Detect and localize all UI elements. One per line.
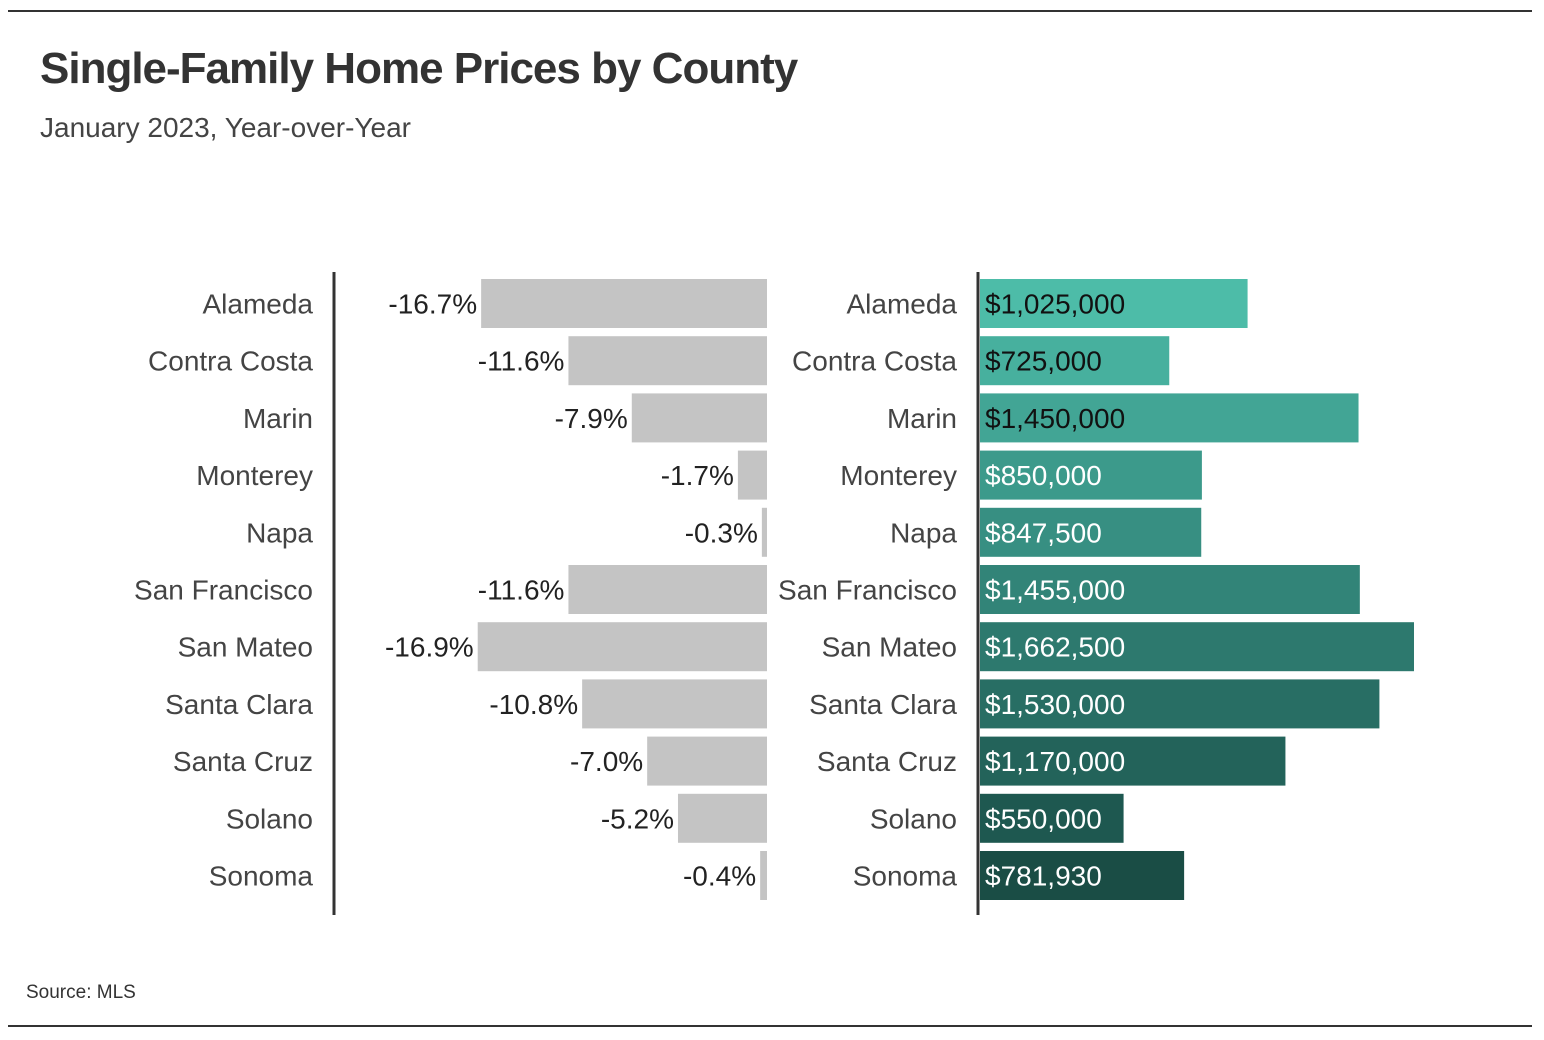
price-value-label: $1,455,000: [985, 575, 1125, 606]
change-value-label: -10.8%: [489, 689, 578, 720]
price-bar: [980, 793, 1124, 843]
price-bar: [980, 736, 1286, 786]
price-value-label: $847,500: [985, 517, 1102, 548]
price-value-label: $1,530,000: [985, 689, 1125, 720]
top-rule: [8, 10, 1532, 12]
change-category-label: Santa Clara: [165, 689, 313, 720]
change-bar: [737, 450, 767, 500]
price-panel: Alameda $1,025,000 Contra Costa $725,000 Mar…: [778, 272, 1414, 915]
change-value-label: -7.9%: [555, 403, 628, 434]
change-category-label: Santa Cruz: [173, 746, 313, 777]
price-category-label: Santa Cruz: [817, 746, 957, 777]
change-bar: [481, 279, 767, 328]
price-bar: [980, 851, 1185, 900]
change-bar: [677, 793, 767, 843]
change-category-label: San Francisco: [134, 575, 313, 606]
change-bar: [568, 336, 767, 386]
source-note: Source: MLS: [26, 982, 136, 1003]
price-value-label: $781,930: [985, 861, 1102, 892]
change-value-label: -11.6%: [478, 346, 565, 377]
change-bar: [760, 851, 767, 900]
change-bar: [568, 565, 767, 614]
chart-subtitle: January 2023, Year-over-Year: [40, 112, 411, 143]
change-value-label: -16.7%: [388, 289, 477, 320]
price-category-label: Napa: [890, 517, 957, 548]
change-value-label: -7.0%: [570, 746, 643, 777]
price-category-label: San Francisco: [778, 575, 957, 606]
price-category-label: San Mateo: [822, 632, 957, 663]
change-category-label: Napa: [246, 517, 313, 548]
change-category-label: Sonoma: [209, 861, 314, 892]
price-value-label: $550,000: [985, 803, 1102, 834]
change-value-label: -0.3%: [685, 517, 758, 548]
change-bar: [477, 622, 767, 672]
price-value-label: $1,450,000: [985, 403, 1125, 434]
change-category-label: Contra Costa: [148, 346, 313, 377]
price-value-label: $1,170,000: [985, 746, 1125, 777]
price-bar: [980, 336, 1170, 386]
change-category-label: Solano: [226, 803, 313, 834]
change-panel: Alameda -16.7% Contra Costa -11.6% Marin -7.9…: [134, 272, 767, 915]
price-bar: [980, 507, 1202, 557]
price-category-label: Monterey: [840, 460, 957, 491]
change-bar: [631, 393, 767, 443]
change-bar: [761, 507, 767, 557]
price-category-label: Alameda: [846, 289, 957, 320]
price-category-label: Sonoma: [853, 861, 958, 892]
price-bar: [980, 393, 1359, 443]
bottom-rule: [8, 1025, 1532, 1027]
price-bar: [980, 565, 1360, 614]
price-value-label: $850,000: [985, 460, 1102, 491]
change-value-label: -0.4%: [683, 861, 756, 892]
price-bar: [980, 679, 1380, 729]
price-category-label: Marin: [887, 403, 957, 434]
price-value-label: $725,000: [985, 346, 1102, 377]
change-category-label: Marin: [243, 403, 313, 434]
change-value-label: -11.6%: [478, 575, 565, 606]
chart-title: Single-Family Home Prices by County: [40, 44, 798, 93]
change-category-label: Monterey: [196, 460, 313, 491]
price-bar: [980, 450, 1202, 500]
change-value-label: -16.9%: [385, 632, 474, 663]
price-category-label: Solano: [870, 803, 957, 834]
price-value-label: $1,662,500: [985, 632, 1125, 663]
price-category-label: Contra Costa: [792, 346, 957, 377]
price-bar: [980, 279, 1248, 328]
price-bar: [980, 622, 1414, 672]
change-bar: [647, 736, 767, 786]
price-value-label: $1,025,000: [985, 289, 1125, 320]
change-category-label: Alameda: [202, 289, 313, 320]
change-value-label: -5.2%: [601, 803, 674, 834]
change-category-label: San Mateo: [178, 632, 313, 663]
price-category-label: Santa Clara: [809, 689, 957, 720]
change-value-label: -1.7%: [661, 460, 734, 491]
change-bar: [582, 679, 767, 729]
